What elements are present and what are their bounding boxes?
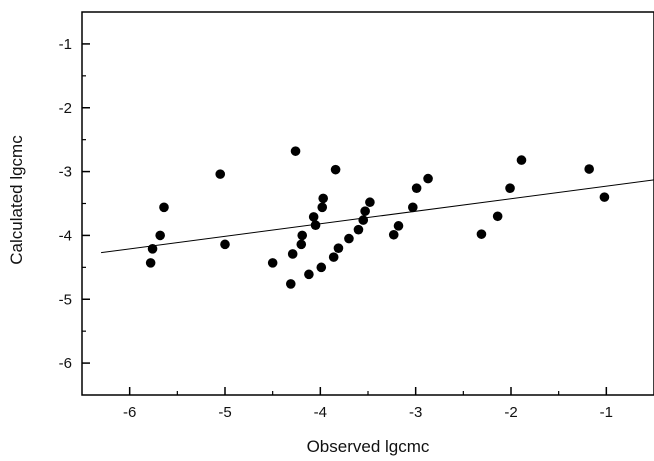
data-point — [145, 258, 156, 268]
data-point — [584, 164, 594, 174]
y-axis-ticks: -1 -2 -3 -4 -5 -6 — [59, 36, 90, 372]
data-point — [220, 239, 230, 250]
data-point — [358, 215, 369, 225]
data-point — [492, 211, 503, 222]
data-point — [411, 183, 422, 193]
x-tick-label: -2 — [504, 404, 517, 421]
y-tick-label: -2 — [59, 100, 72, 117]
data-point — [304, 269, 314, 280]
data-point — [330, 164, 341, 175]
x-tick-label: -6 — [123, 404, 136, 421]
data-point — [215, 169, 226, 179]
data-point — [318, 193, 328, 204]
data-point — [353, 224, 364, 235]
data-point — [360, 206, 370, 216]
y-tick-label: -3 — [59, 164, 72, 181]
x-tick-label: -3 — [409, 404, 422, 421]
data-point — [393, 221, 404, 231]
data-point — [317, 202, 328, 213]
regression-line-group — [101, 179, 654, 254]
data-point — [333, 243, 344, 253]
data-point — [159, 202, 169, 213]
data-point — [296, 239, 307, 250]
regression-line — [101, 179, 654, 254]
data-point — [365, 197, 375, 208]
x-tick-label: -1 — [600, 404, 613, 421]
data-points — [145, 146, 610, 289]
y-tick-label: -4 — [59, 227, 72, 244]
x-tick-label: -4 — [314, 404, 327, 421]
data-point — [308, 212, 319, 222]
data-point — [599, 192, 610, 202]
y-tick-label: -5 — [59, 291, 72, 308]
data-point — [287, 249, 298, 259]
data-point — [310, 220, 321, 231]
x-tick-label: -5 — [218, 404, 231, 421]
data-point — [267, 258, 278, 268]
data-point — [155, 230, 165, 241]
data-point — [476, 229, 487, 239]
data-point — [147, 244, 158, 254]
data-point — [505, 183, 515, 193]
x-axis-title: Observed lgcmc — [307, 437, 430, 456]
data-point — [328, 252, 339, 262]
data-point — [516, 155, 527, 165]
data-point — [423, 173, 433, 184]
x-axis-ticks: -6 -5 -4 -3 -2 -1 — [123, 387, 613, 421]
y-tick-label: -6 — [59, 355, 72, 372]
data-point — [408, 202, 418, 213]
data-point — [285, 279, 296, 289]
y-tick-label: -1 — [59, 36, 72, 53]
data-point — [290, 146, 301, 156]
data-point — [316, 262, 327, 273]
data-point — [388, 229, 399, 240]
data-point — [344, 233, 354, 244]
y-axis-title: Calculated lgcmc — [7, 135, 26, 265]
data-point — [297, 230, 308, 241]
